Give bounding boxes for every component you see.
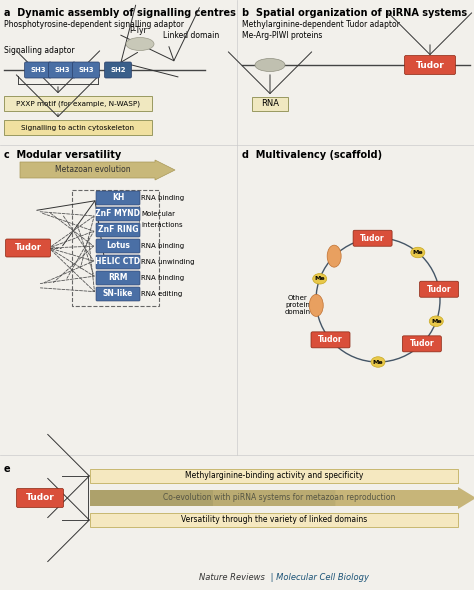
FancyBboxPatch shape	[96, 287, 140, 301]
FancyBboxPatch shape	[6, 239, 51, 257]
Ellipse shape	[371, 357, 385, 367]
Text: Tudor: Tudor	[410, 339, 434, 348]
Text: Molecular: Molecular	[141, 211, 175, 217]
Text: Nature Reviews: Nature Reviews	[199, 573, 265, 582]
Ellipse shape	[327, 245, 341, 267]
FancyArrow shape	[335, 487, 474, 509]
Text: Co-evolution with piRNA systems for metazoan reproduction: Co-evolution with piRNA systems for meta…	[163, 493, 395, 503]
FancyArrow shape	[213, 490, 337, 506]
Text: RNA unwinding: RNA unwinding	[141, 259, 194, 265]
Text: Me: Me	[412, 250, 423, 255]
Ellipse shape	[309, 294, 323, 316]
Ellipse shape	[126, 38, 154, 51]
FancyBboxPatch shape	[73, 62, 100, 78]
Text: RNA: RNA	[261, 100, 279, 109]
FancyBboxPatch shape	[96, 239, 140, 253]
Ellipse shape	[255, 58, 285, 71]
Text: Tudor: Tudor	[416, 61, 444, 70]
Text: b  Spatial organization of piRNA systems: b Spatial organization of piRNA systems	[242, 8, 467, 18]
Text: Versatility through the variety of linked domains: Versatility through the variety of linke…	[181, 516, 367, 525]
Ellipse shape	[313, 274, 327, 284]
Text: RNA binding: RNA binding	[141, 195, 184, 201]
Text: SH3: SH3	[78, 67, 94, 73]
FancyBboxPatch shape	[104, 62, 131, 78]
Text: Tudor: Tudor	[15, 244, 42, 253]
Ellipse shape	[429, 316, 443, 326]
FancyBboxPatch shape	[353, 230, 392, 246]
Text: Methylarginine-binding activity and specificity: Methylarginine-binding activity and spec…	[185, 471, 363, 480]
Text: Phosphotyrosine-dependent signalling adaptor: Phosphotyrosine-dependent signalling ada…	[4, 20, 184, 29]
Text: RNA binding: RNA binding	[141, 243, 184, 249]
Text: interactions: interactions	[141, 222, 182, 228]
Ellipse shape	[411, 247, 425, 258]
Text: Lotus: Lotus	[106, 241, 130, 251]
Text: Tudor: Tudor	[427, 285, 451, 294]
Text: Me: Me	[314, 276, 325, 281]
Text: e: e	[4, 464, 10, 474]
Text: SH2: SH2	[110, 67, 126, 73]
Text: Me: Me	[431, 319, 442, 324]
Text: SH3: SH3	[54, 67, 70, 73]
FancyBboxPatch shape	[252, 97, 288, 111]
Text: c  Modular versatility: c Modular versatility	[4, 150, 121, 160]
FancyBboxPatch shape	[96, 271, 140, 285]
FancyBboxPatch shape	[96, 191, 140, 205]
Text: Me-Arg-PIWI proteins: Me-Arg-PIWI proteins	[242, 31, 322, 40]
FancyArrow shape	[90, 490, 215, 506]
Text: SH3: SH3	[30, 67, 46, 73]
Text: Tudor: Tudor	[318, 335, 343, 345]
FancyBboxPatch shape	[96, 207, 140, 221]
Text: Signalling adaptor: Signalling adaptor	[4, 46, 74, 55]
Text: Linked domain: Linked domain	[163, 31, 219, 40]
FancyBboxPatch shape	[96, 223, 140, 237]
Text: PXXP motif (for example, N-WASP): PXXP motif (for example, N-WASP)	[16, 101, 140, 107]
Text: Tudor: Tudor	[360, 234, 385, 242]
Text: Other
protein
domain: Other protein domain	[285, 295, 311, 315]
FancyBboxPatch shape	[90, 469, 458, 483]
Text: RRM: RRM	[108, 274, 128, 283]
Text: RNA editing: RNA editing	[141, 291, 182, 297]
FancyBboxPatch shape	[25, 62, 52, 78]
Text: Metazoan evolution: Metazoan evolution	[55, 166, 130, 175]
Text: P-Tyr: P-Tyr	[129, 26, 147, 35]
FancyBboxPatch shape	[17, 489, 64, 507]
Text: ZnF RING: ZnF RING	[98, 225, 138, 234]
Text: Tudor: Tudor	[26, 493, 55, 503]
FancyArrow shape	[20, 160, 175, 180]
FancyBboxPatch shape	[4, 96, 152, 111]
Text: a  Dynamic assembly of signalling centres: a Dynamic assembly of signalling centres	[4, 8, 236, 18]
Text: Me: Me	[373, 359, 383, 365]
Text: HELIC CTD: HELIC CTD	[95, 257, 141, 267]
FancyBboxPatch shape	[419, 281, 458, 297]
Text: SN-like: SN-like	[103, 290, 133, 299]
FancyBboxPatch shape	[311, 332, 350, 348]
FancyBboxPatch shape	[48, 62, 75, 78]
Text: Signalling to actin cytoskeleton: Signalling to actin cytoskeleton	[21, 125, 135, 131]
Text: Methylarginine-dependent Tudor adaptor: Methylarginine-dependent Tudor adaptor	[242, 20, 400, 29]
Text: KH: KH	[112, 194, 124, 202]
Text: d  Multivalency (scaffold): d Multivalency (scaffold)	[242, 150, 382, 160]
FancyBboxPatch shape	[4, 120, 152, 135]
Text: ZnF MYND: ZnF MYND	[95, 209, 140, 218]
Text: RNA binding: RNA binding	[141, 275, 184, 281]
FancyBboxPatch shape	[90, 513, 458, 527]
FancyBboxPatch shape	[96, 255, 140, 269]
FancyBboxPatch shape	[402, 336, 441, 352]
FancyBboxPatch shape	[404, 55, 456, 74]
Text: | Molecular Cell Biology: | Molecular Cell Biology	[268, 573, 369, 582]
